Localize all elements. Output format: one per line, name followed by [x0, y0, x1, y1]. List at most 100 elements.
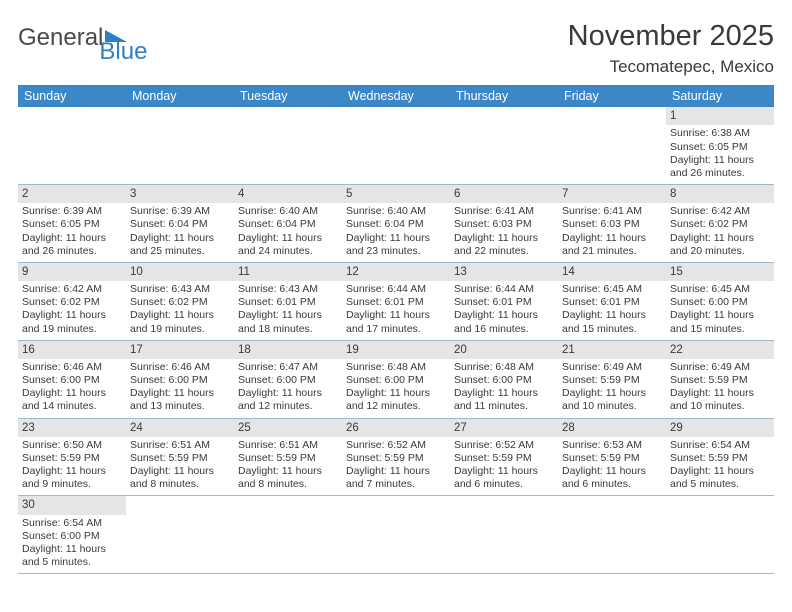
day-info-line: Daylight: 11 hours	[562, 387, 662, 400]
day-info-line: Sunset: 5:59 PM	[130, 452, 230, 465]
day-info-line: Sunrise: 6:41 AM	[562, 205, 662, 218]
day-info-line: and 6 minutes.	[454, 478, 554, 491]
day-info-line: Sunrise: 6:43 AM	[238, 283, 338, 296]
day-number: 2	[18, 185, 126, 203]
day-info-line: Sunrise: 6:38 AM	[670, 127, 770, 140]
day-info-line: Sunset: 6:01 PM	[346, 296, 446, 309]
day-info-line: and 8 minutes.	[130, 478, 230, 491]
day-info-line: Daylight: 11 hours	[22, 543, 122, 556]
day-info-line: Sunset: 6:01 PM	[454, 296, 554, 309]
day-number: 7	[558, 185, 666, 203]
day-info-line: and 5 minutes.	[22, 556, 122, 569]
day-info-line: Sunrise: 6:45 AM	[670, 283, 770, 296]
day-info-line: and 15 minutes.	[562, 323, 662, 336]
day-info-line: Sunset: 6:02 PM	[670, 218, 770, 231]
calendar-day-cell: 11Sunrise: 6:43 AMSunset: 6:01 PMDayligh…	[234, 263, 342, 340]
day-info-line: Sunset: 6:00 PM	[346, 374, 446, 387]
day-info-line: and 19 minutes.	[130, 323, 230, 336]
month-title: November 2025	[568, 20, 774, 53]
day-info-line: Sunset: 5:59 PM	[562, 374, 662, 387]
day-info-line: Sunset: 6:04 PM	[130, 218, 230, 231]
calendar-day-cell: 8Sunrise: 6:42 AMSunset: 6:02 PMDaylight…	[666, 185, 774, 262]
day-info-line: Sunset: 6:00 PM	[22, 530, 122, 543]
day-info-line: and 12 minutes.	[238, 400, 338, 413]
day-info-line: Daylight: 11 hours	[670, 387, 770, 400]
day-info-line: Sunrise: 6:54 AM	[670, 439, 770, 452]
day-number: 28	[558, 419, 666, 437]
day-info-line: Daylight: 11 hours	[238, 309, 338, 322]
day-info-line: Sunset: 5:59 PM	[22, 452, 122, 465]
title-block: November 2025 Tecomatepec, Mexico	[568, 20, 774, 77]
day-info-line: Sunset: 6:05 PM	[22, 218, 122, 231]
day-info-line: Sunset: 5:59 PM	[670, 374, 770, 387]
day-info-line: Sunrise: 6:52 AM	[346, 439, 446, 452]
day-info-line: Daylight: 11 hours	[562, 232, 662, 245]
day-info-line: Daylight: 11 hours	[238, 232, 338, 245]
day-info-line: Sunrise: 6:52 AM	[454, 439, 554, 452]
day-info-line: Daylight: 11 hours	[130, 309, 230, 322]
day-info-line: and 22 minutes.	[454, 245, 554, 258]
calendar-grid: Sunday Monday Tuesday Wednesday Thursday…	[18, 85, 774, 574]
day-info-line: and 10 minutes.	[562, 400, 662, 413]
day-info-line: Daylight: 11 hours	[670, 154, 770, 167]
day-info-line: Sunset: 5:59 PM	[346, 452, 446, 465]
calendar-day-cell: 30Sunrise: 6:54 AMSunset: 6:00 PMDayligh…	[18, 496, 126, 573]
day-info-line: and 15 minutes.	[670, 323, 770, 336]
calendar-day-cell	[450, 496, 558, 573]
calendar-day-cell	[666, 496, 774, 573]
day-info-line: and 26 minutes.	[670, 167, 770, 180]
weekday-header-row: Sunday Monday Tuesday Wednesday Thursday…	[18, 85, 774, 107]
weekday-header: Wednesday	[342, 85, 450, 107]
day-info-line: and 5 minutes.	[670, 478, 770, 491]
day-number: 16	[18, 341, 126, 359]
day-info-line: and 21 minutes.	[562, 245, 662, 258]
day-info-line: Sunrise: 6:44 AM	[346, 283, 446, 296]
day-number: 6	[450, 185, 558, 203]
day-info-line: Sunrise: 6:44 AM	[454, 283, 554, 296]
day-info-line: Sunrise: 6:46 AM	[130, 361, 230, 374]
day-info-line: Sunrise: 6:54 AM	[22, 517, 122, 530]
day-info-line: Sunrise: 6:46 AM	[22, 361, 122, 374]
calendar-week-row: 2 Sunrise: 6:39 AM Sunset: 6:05 PM Daylight…	[18, 185, 774, 263]
weekday-header: Friday	[558, 85, 666, 107]
weekday-header: Thursday	[450, 85, 558, 107]
day-info-line: and 17 minutes.	[346, 323, 446, 336]
weekday-header: Saturday	[666, 85, 774, 107]
day-info-line: Sunset: 6:00 PM	[238, 374, 338, 387]
day-number: 19	[342, 341, 450, 359]
day-info-line: Sunrise: 6:49 AM	[562, 361, 662, 374]
day-info-line: Daylight: 11 hours	[454, 465, 554, 478]
calendar-day-cell: 19Sunrise: 6:48 AMSunset: 6:00 PMDayligh…	[342, 341, 450, 418]
day-number: 10	[126, 263, 234, 281]
calendar-day-cell: 4Sunrise: 6:40 AMSunset: 6:04 PMDaylight…	[234, 185, 342, 262]
day-info-line: Daylight: 11 hours	[454, 232, 554, 245]
calendar-day-cell: 15Sunrise: 6:45 AMSunset: 6:00 PMDayligh…	[666, 263, 774, 340]
calendar-day-cell: 18Sunrise: 6:47 AMSunset: 6:00 PMDayligh…	[234, 341, 342, 418]
calendar-day-cell: 27Sunrise: 6:52 AMSunset: 5:59 PMDayligh…	[450, 419, 558, 496]
logo: General Blue	[18, 24, 175, 52]
day-number: 9	[18, 263, 126, 281]
day-info-line: Sunrise: 6:47 AM	[238, 361, 338, 374]
calendar-week-row: 30Sunrise: 6:54 AMSunset: 6:00 PMDayligh…	[18, 496, 774, 574]
day-info-line: and 10 minutes.	[670, 400, 770, 413]
day-info-line: Sunrise: 6:49 AM	[670, 361, 770, 374]
day-number: 4	[234, 185, 342, 203]
day-info-line: Sunrise: 6:39 AM	[130, 205, 230, 218]
day-number: 18	[234, 341, 342, 359]
day-info-line: Sunrise: 6:41 AM	[454, 205, 554, 218]
day-info-line: Sunset: 6:03 PM	[562, 218, 662, 231]
calendar-day-cell: 17Sunrise: 6:46 AMSunset: 6:00 PMDayligh…	[126, 341, 234, 418]
calendar-day-cell: 16Sunrise: 6:46 AMSunset: 6:00 PMDayligh…	[18, 341, 126, 418]
day-info-line: Sunrise: 6:45 AM	[562, 283, 662, 296]
calendar-week-row: 23Sunrise: 6:50 AMSunset: 5:59 PMDayligh…	[18, 419, 774, 497]
calendar-day-cell: 2Sunrise: 6:39 AMSunset: 6:05 PMDaylight…	[18, 185, 126, 262]
day-info-line: Sunrise: 6:40 AM	[346, 205, 446, 218]
day-info-line: and 24 minutes.	[238, 245, 338, 258]
day-info-line: and 14 minutes.	[22, 400, 122, 413]
day-info-line: Sunset: 6:00 PM	[130, 374, 230, 387]
day-info-line: and 25 minutes.	[130, 245, 230, 258]
calendar-day-cell	[558, 107, 666, 184]
calendar-day-cell: 23Sunrise: 6:50 AMSunset: 5:59 PMDayligh…	[18, 419, 126, 496]
calendar-day-cell: 7 Sunrise: 6:41 AMSunset: 6:03 PMDaylight…	[558, 185, 666, 262]
weekday-header: Monday	[126, 85, 234, 107]
